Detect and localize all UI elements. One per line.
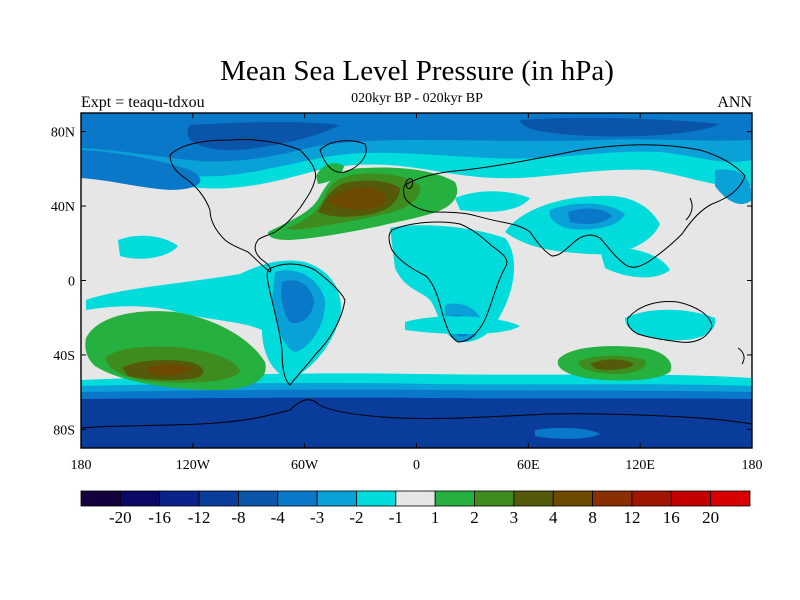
colorbar-swatch (592, 490, 633, 507)
colorbar-label: -1 (389, 508, 403, 527)
south-indian-high-core (590, 359, 634, 370)
antarctic-interior-patch (535, 427, 600, 439)
colorbar-label: -20 (109, 508, 132, 527)
colorbar-swatch (159, 490, 200, 507)
chart-title: Mean Sea Level Pressure (in hPa) (220, 55, 614, 87)
coastline-new-zealand (737, 347, 745, 365)
x-tick-label: 60E (517, 458, 540, 473)
indian-ocean-low (405, 316, 520, 335)
colorbar-label: 4 (549, 508, 558, 527)
north-pacific-low (81, 150, 201, 190)
colorbar-swatch (631, 490, 672, 507)
colorbar-swatch (356, 490, 397, 507)
antarctic-band (81, 397, 752, 448)
coastline-australia (627, 301, 713, 343)
coastlines (81, 139, 752, 429)
coastline-africa (388, 221, 508, 343)
colorbar: -20 -16 -12 -8 -4 -3 -2 -1 1 2 3 4 8 12 16 20 (80, 490, 751, 527)
x-tick-label: 120W (176, 458, 211, 473)
colorbar-label: 3 (510, 508, 519, 527)
coastline-north-america (169, 139, 317, 273)
coastline-south-america (266, 263, 346, 386)
chart-subtitle: 020kyr BP - 020kyr BP (351, 91, 483, 106)
colorbar-label: -3 (310, 508, 324, 527)
colorbar-swatch (277, 490, 318, 507)
colorbar-swatch (316, 490, 357, 507)
colorbar-swatch (198, 490, 239, 507)
central-pacific-low (118, 235, 178, 259)
colorbar-swatch (80, 490, 121, 507)
x-tick-label: 180 (742, 458, 763, 473)
asia-low-inner (568, 208, 612, 224)
y-tick-label: 40S (53, 349, 75, 364)
colorbar-label: 2 (470, 508, 479, 527)
x-tick-label: 120E (625, 458, 655, 473)
y-tick-label: 80S (53, 423, 75, 438)
coastline-antarctica (81, 399, 752, 429)
colorbar-label: -4 (271, 508, 286, 527)
south-pacific-high-center (146, 364, 192, 376)
coastline-eurasia (403, 144, 746, 268)
south-america-low (281, 280, 314, 324)
colorbar-label: -12 (188, 508, 211, 527)
colorbar-label: 16 (663, 508, 680, 527)
australia-low (625, 309, 716, 341)
colorbar-swatch (552, 490, 593, 507)
y-axis: 80N 40N 0 40S 80S (51, 126, 752, 438)
greenland-high (316, 163, 344, 184)
colorbar-label: 1 (431, 508, 440, 527)
experiment-label: Expt = teaqu-tdxou (81, 94, 205, 111)
alaska-patch (715, 169, 752, 205)
colorbar-swatch (434, 490, 475, 507)
x-axis: 180 120W 60W 0 60E 120E 180 (71, 113, 763, 473)
colorbar-swatch (513, 490, 554, 507)
x-tick-label: 0 (413, 458, 420, 473)
colorbar-swatch (670, 490, 712, 507)
colorbar-label: 8 (588, 508, 597, 527)
north-atlantic-high-center (330, 187, 387, 210)
x-tick-label: 180 (71, 458, 92, 473)
x-tick-label: 60W (291, 458, 319, 473)
y-tick-label: 40N (51, 200, 75, 215)
colorbar-swatch (474, 490, 515, 507)
colorbar-label: -16 (148, 508, 171, 527)
map-area (81, 113, 752, 448)
colorbar-swatch (238, 490, 279, 507)
arctic-core (187, 121, 340, 151)
colorbar-swatch (710, 490, 751, 507)
y-tick-label: 80N (51, 126, 75, 141)
siberia-core (520, 117, 720, 137)
y-tick-label: 0 (68, 275, 75, 290)
colorbar-label: -8 (231, 508, 245, 527)
colorbar-label: 12 (623, 508, 640, 527)
coastline-japan (685, 197, 693, 221)
europe-low (455, 191, 530, 212)
coastline-uk (405, 178, 413, 190)
colorbar-label: -2 (349, 508, 363, 527)
africa-low-outer (390, 225, 515, 342)
indonesia-low (600, 248, 670, 278)
season-label: ANN (717, 94, 752, 111)
colorbar-swatch (119, 490, 161, 507)
colorbar-swatch (395, 490, 436, 507)
coastline-greenland (319, 140, 367, 173)
colorbar-label: 20 (702, 508, 719, 527)
